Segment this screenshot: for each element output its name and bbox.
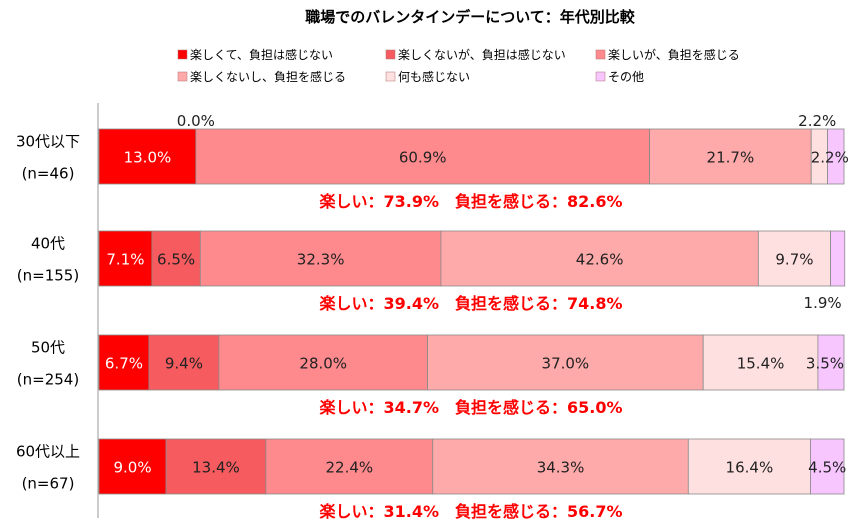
- summary-text: 楽しい：39.4% 負担を感じる：74.8%: [318, 294, 622, 313]
- category-label: 30代以下: [16, 133, 80, 151]
- value-label: 60.9%: [399, 149, 447, 167]
- value-label: 0.0%: [177, 112, 215, 130]
- category-n: (n=155): [17, 267, 79, 285]
- value-label: 9.0%: [113, 459, 151, 477]
- bar-segment: [151, 230, 201, 287]
- bar-segment: [98, 230, 153, 287]
- bar-segment: [440, 230, 759, 287]
- legend-swatch: [177, 71, 188, 82]
- value-label: 16.4%: [726, 459, 774, 477]
- category-n: (n=254): [17, 371, 79, 389]
- legend: 楽しくて、負担は感じない 楽しくないが、負担は感じない 楽しいが、負担を感じる楽しく…: [177, 47, 740, 84]
- bar-segment: [199, 230, 442, 287]
- category-labels: 30代以下 (n=46) 40代 (n=155) 50代 (n=254) 60代以上 (n=6…: [16, 133, 80, 493]
- value-labels: 13.0% 0.0% 60.9% 21.7% 2.2% 2.2% 7.1% 6.5% 32.3%…: [105, 112, 849, 477]
- bar-segment: [817, 334, 845, 391]
- value-label: 34.3%: [537, 459, 585, 477]
- value-label: 22.4%: [325, 459, 373, 477]
- legend-label: 楽しくないし、負担を感じる: [190, 69, 346, 84]
- summaries: 楽しい：73.9% 負担を感じる：82.6% 楽しい：39.4% 負担を感じる：7…: [318, 192, 622, 521]
- value-label: 37.0%: [542, 355, 590, 373]
- value-label: 9.4%: [165, 355, 203, 373]
- category-label: 40代: [31, 235, 65, 253]
- legend-label: 楽しくて、負担は感じない: [190, 47, 333, 62]
- value-label: 13.4%: [192, 459, 240, 477]
- value-label: 15.4%: [737, 355, 785, 373]
- value-label: 21.7%: [707, 149, 755, 167]
- legend-label: 楽しいが、負担を感じる: [608, 47, 740, 62]
- value-label: 2.2%: [811, 149, 849, 167]
- category-label: 50代: [31, 339, 65, 357]
- legend-swatch: [595, 71, 606, 82]
- category-n: (n=46): [22, 165, 75, 183]
- legend-swatch: [385, 49, 396, 60]
- value-label: 6.5%: [157, 251, 195, 269]
- bar-segment: [827, 128, 845, 185]
- chart-title: 職場でのバレンタインデーについて：年代別比較: [305, 8, 636, 26]
- value-label: 4.5%: [808, 459, 846, 477]
- bar-segment: [98, 334, 150, 391]
- legend-swatch: [177, 49, 188, 60]
- summary-text: 楽しい：31.4% 負担を感じる：56.7%: [318, 502, 622, 521]
- bar-segment: [810, 438, 845, 495]
- legend-label: その他: [608, 70, 644, 84]
- value-label: 42.6%: [576, 251, 624, 269]
- bar-segment: [195, 128, 650, 185]
- value-label: 9.7%: [775, 251, 813, 269]
- value-label: 7.1%: [106, 251, 144, 269]
- bar-segment: [98, 128, 197, 185]
- category-n: (n=67): [22, 475, 75, 493]
- legend-label: 楽しくないが、負担は感じない: [398, 47, 566, 62]
- bar-segment: [830, 230, 846, 287]
- value-label: 1.9%: [804, 294, 842, 312]
- bars: [98, 128, 846, 495]
- value-label: 13.0%: [124, 149, 172, 167]
- summary-text: 楽しい：34.7% 負担を感じる：65.0%: [318, 398, 622, 417]
- bar-segment: [649, 128, 812, 185]
- bar-segment: [165, 438, 267, 495]
- bar-segment: [148, 334, 220, 391]
- bar-segment: [432, 438, 689, 495]
- legend-label: 何も感じない: [398, 69, 470, 84]
- value-label: 32.3%: [297, 251, 345, 269]
- value-label: 6.7%: [105, 355, 143, 373]
- value-label: 28.0%: [299, 355, 347, 373]
- bar-segment: [427, 334, 704, 391]
- category-label: 60代以上: [16, 443, 80, 461]
- bar-segment: [687, 438, 811, 495]
- legend-swatch: [385, 71, 396, 82]
- value-label: 3.5%: [806, 355, 844, 373]
- summary-text: 楽しい：73.9% 負担を感じる：82.6%: [318, 192, 622, 211]
- bar-segment: [702, 334, 819, 391]
- value-label: 2.2%: [798, 112, 836, 130]
- bar-segment: [218, 334, 428, 391]
- legend-swatch: [595, 49, 606, 60]
- bar-segment: [98, 438, 167, 495]
- bar-segment: [265, 438, 434, 495]
